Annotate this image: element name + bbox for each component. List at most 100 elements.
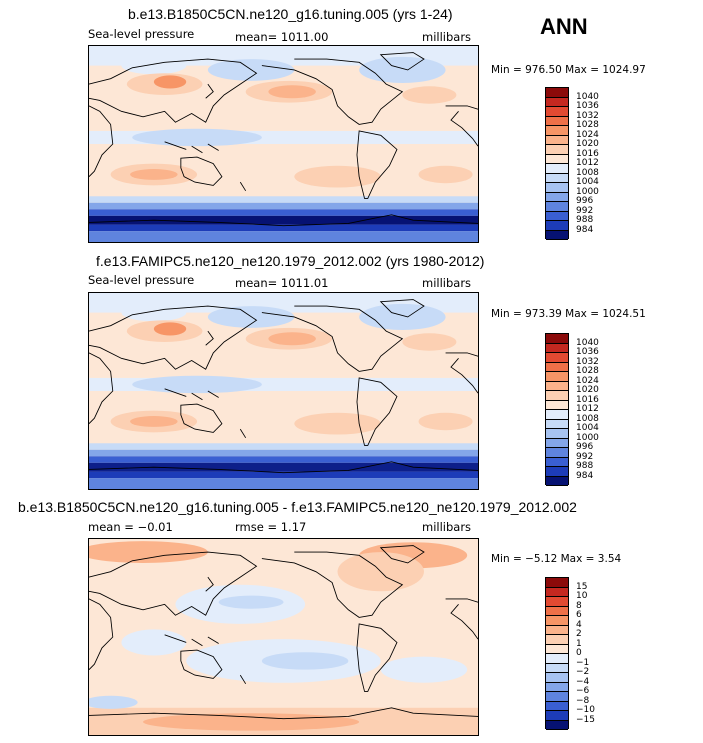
colorbar-swatch xyxy=(546,230,568,240)
colorbar-tick-label: 1016 xyxy=(576,394,599,405)
southern-band-5 xyxy=(89,224,478,232)
colorbar-swatch xyxy=(546,391,568,401)
pacific-negative-core xyxy=(218,595,284,609)
coastline-path xyxy=(356,377,398,446)
colorbar-tick-label: 2 xyxy=(576,629,582,639)
coastline-path xyxy=(191,145,203,154)
colorbar-tick-label: 1000 xyxy=(576,432,599,443)
colorbar-swatch xyxy=(546,663,568,673)
colorbar-swatch xyxy=(546,372,568,382)
southern-band-4 xyxy=(89,215,478,225)
icelandic-low xyxy=(359,303,446,331)
tibet-high xyxy=(153,322,187,336)
colorbar-tick-label: 1028 xyxy=(576,120,599,130)
colorbar-frame xyxy=(545,87,569,240)
colorbar-swatch xyxy=(546,711,568,721)
southern-band-3 xyxy=(89,209,478,216)
coastlines xyxy=(89,299,478,474)
colorbar-tick-label: 1036 xyxy=(576,347,599,357)
colorbar-swatch xyxy=(546,635,568,645)
coastline-path xyxy=(445,598,478,603)
coastline-path xyxy=(450,604,478,640)
southern-negative xyxy=(89,695,138,709)
colorbar-swatch xyxy=(546,467,568,477)
coastline-path xyxy=(450,111,478,147)
colorbar-swatch xyxy=(546,720,568,730)
south-atlantic-negative xyxy=(380,656,468,683)
coastline-path xyxy=(180,649,223,679)
coastline-path xyxy=(379,545,425,564)
colorbar-tick-label: 992 xyxy=(576,205,594,216)
colorbar-swatch xyxy=(546,410,568,420)
southern-band-2 xyxy=(89,449,478,457)
pacific-high-core xyxy=(268,332,316,346)
colorbar-tick-label: 1000 xyxy=(576,186,599,197)
panel2-title: f.e13.FAMIPC5.ne120_ne120.1979_2012.002 … xyxy=(96,253,485,269)
coastline-path xyxy=(379,52,425,71)
warm-pool-low xyxy=(132,375,262,394)
panel2-minmax: Min = 973.39 Max = 1024.51 xyxy=(491,308,646,320)
colorbar-tick-label: 984 xyxy=(576,224,594,235)
colorbar-swatch xyxy=(546,587,568,597)
icelandic-low xyxy=(359,56,446,84)
coastline-path xyxy=(445,352,478,357)
coastline-path xyxy=(207,143,219,151)
colorbar-swatch xyxy=(546,221,568,231)
coastline-path xyxy=(450,358,478,394)
south-pacific-high xyxy=(294,412,381,435)
colorbar-tick-label: 988 xyxy=(576,461,594,471)
coastline-path xyxy=(89,58,258,123)
colorbar-swatch xyxy=(546,597,568,607)
colorbar-swatch xyxy=(546,126,568,136)
coastline-path xyxy=(164,141,187,150)
colorbar-tick-label: −10 xyxy=(576,705,595,715)
colorbar-swatch xyxy=(546,682,568,692)
coastline-path xyxy=(261,551,404,618)
panel1-map xyxy=(88,45,479,243)
coastline-path xyxy=(239,181,247,192)
south-pacific-high xyxy=(294,165,381,188)
southern-band-3 xyxy=(89,456,478,463)
panel3-map xyxy=(88,538,479,736)
coastline-path xyxy=(445,105,478,110)
south-atlantic-high xyxy=(418,165,473,184)
colorbar-swatch xyxy=(546,381,568,391)
indian-high-core xyxy=(130,416,178,427)
season-label: ANN xyxy=(540,14,588,39)
panel3-title: b.e13.B1850C5CN.ne120_g16.tuning.005 - f… xyxy=(18,499,577,515)
colorbar-swatch xyxy=(546,107,568,117)
coastline-path xyxy=(89,461,478,474)
colorbar-tick-label: −1 xyxy=(576,657,590,668)
south-pacific-negative-core xyxy=(261,652,349,670)
arctic-positive xyxy=(89,541,208,563)
coastline-path xyxy=(239,674,247,685)
panel3-units-label: millibars xyxy=(422,520,472,534)
coastline-path xyxy=(207,636,219,644)
coastline-path xyxy=(261,58,404,125)
southern-band-1 xyxy=(89,443,478,450)
colorbar-frame xyxy=(545,333,569,486)
colorbar-swatch xyxy=(546,429,568,439)
azores-high xyxy=(402,86,457,104)
panel3-minmax: Min = −5.12 Max = 3.54 xyxy=(491,553,622,565)
coastline-path xyxy=(89,598,114,670)
southern-band-4 xyxy=(89,462,478,472)
colorbar-swatch xyxy=(546,334,568,344)
colorbar-tick-label: 996 xyxy=(576,442,594,452)
colorbar-tick-label: 1 xyxy=(576,638,582,649)
coastline-path xyxy=(191,392,203,401)
colorbar-tick-label: 996 xyxy=(576,196,594,206)
coastlines xyxy=(89,545,478,720)
colorbar-tick-label: 1012 xyxy=(576,158,599,168)
colorbar-swatch xyxy=(546,343,568,353)
colorbar-tick-label: 1020 xyxy=(576,139,599,149)
coastline-path xyxy=(180,403,223,433)
coastline-path xyxy=(239,428,247,439)
colorbar-tick-label: 1024 xyxy=(576,375,599,386)
colorbar-swatch xyxy=(546,154,568,164)
colorbar-frame xyxy=(545,577,569,730)
colorbar-swatch xyxy=(546,448,568,458)
colorbar-swatch xyxy=(546,476,568,486)
southern-band-1 xyxy=(89,196,478,203)
coastline-path xyxy=(89,707,478,720)
